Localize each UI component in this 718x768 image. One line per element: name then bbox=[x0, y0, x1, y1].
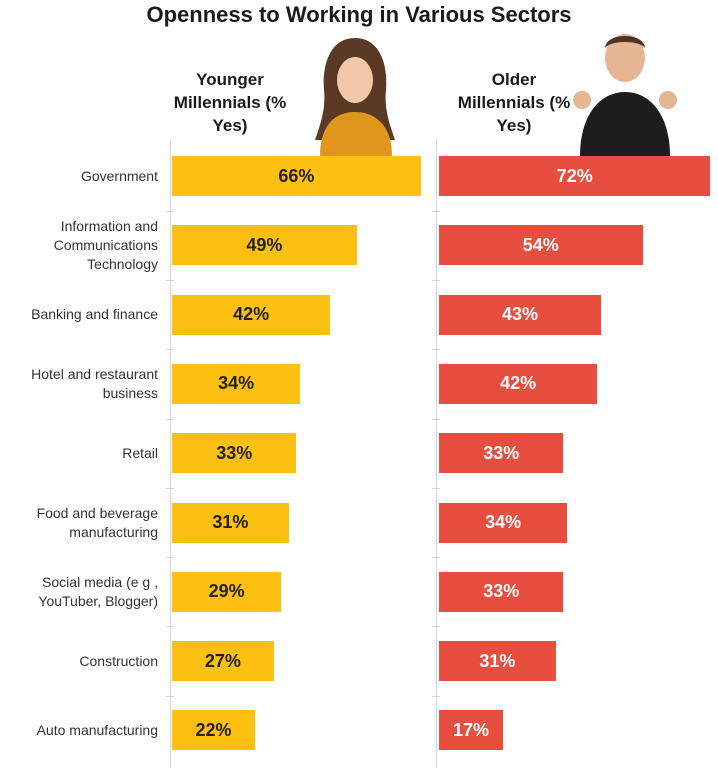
row-tick bbox=[432, 349, 440, 351]
value-label: 31% bbox=[212, 512, 249, 532]
bar: 33% bbox=[439, 571, 564, 612]
value-label: 29% bbox=[208, 581, 245, 602]
value-label: 43% bbox=[502, 304, 539, 325]
legend-older: Older Millennials (% Yes) bbox=[457, 70, 571, 135]
younger-photo bbox=[315, 38, 395, 156]
chart-title: Openness to Working in Various Sectors bbox=[146, 2, 572, 27]
bar: 22% bbox=[172, 710, 255, 751]
bar: 17% bbox=[439, 710, 504, 751]
bar: 72% bbox=[439, 156, 711, 196]
bar: 66% bbox=[172, 156, 421, 196]
bar: 33% bbox=[439, 433, 564, 474]
row-tick bbox=[166, 279, 174, 281]
bar: 54% bbox=[439, 225, 643, 266]
value-label: 34% bbox=[218, 373, 255, 394]
bar: 42% bbox=[172, 294, 331, 335]
value-label: 42% bbox=[500, 373, 537, 394]
bar: 27% bbox=[172, 641, 274, 682]
value-label: 42% bbox=[233, 304, 270, 325]
category-label: Information and Communications Technolog… bbox=[53, 217, 158, 272]
older-photo bbox=[573, 34, 677, 156]
category-label: Food and beverage manufacturing bbox=[36, 504, 158, 540]
category-label: Auto manufacturing bbox=[36, 721, 158, 738]
row-tick bbox=[166, 487, 174, 489]
category-label: Social media (e g , YouTuber, Blogger) bbox=[38, 573, 158, 609]
row-tick bbox=[432, 279, 440, 281]
value-label: 27% bbox=[204, 650, 241, 671]
bar: 33% bbox=[172, 433, 297, 474]
row-tick bbox=[166, 349, 174, 351]
row-tick bbox=[432, 210, 440, 212]
value-label: 33% bbox=[483, 442, 520, 463]
category-label: Hotel and restaurant business bbox=[31, 365, 158, 401]
row-tick bbox=[432, 626, 440, 628]
value-label: 31% bbox=[479, 650, 516, 671]
row-tick bbox=[432, 418, 440, 420]
row-tick bbox=[166, 695, 174, 697]
legend-younger: Younger Millennials (% Yes) bbox=[173, 70, 287, 135]
category-label: Government bbox=[80, 167, 158, 184]
value-label: 49% bbox=[246, 234, 283, 255]
bar: 31% bbox=[172, 502, 289, 543]
bar: 34% bbox=[439, 502, 568, 543]
row-tick bbox=[166, 557, 174, 559]
value-label: 33% bbox=[483, 581, 520, 602]
bar: 42% bbox=[439, 363, 598, 404]
bar: 34% bbox=[172, 363, 301, 404]
category-label: Banking and finance bbox=[31, 306, 158, 323]
row-tick bbox=[432, 695, 440, 697]
value-label: 72% bbox=[556, 165, 593, 186]
bar: 43% bbox=[439, 294, 602, 335]
bar: 29% bbox=[172, 571, 282, 612]
value-label: 22% bbox=[195, 719, 232, 740]
row-tick bbox=[432, 557, 440, 559]
row-tick bbox=[166, 418, 174, 420]
row-tick bbox=[166, 210, 174, 212]
value-label: 17% bbox=[453, 719, 490, 740]
value-label: 66% bbox=[278, 165, 315, 186]
row-tick bbox=[166, 626, 174, 628]
row-tick bbox=[432, 487, 440, 489]
category-label: Construction bbox=[79, 652, 158, 669]
bar: 49% bbox=[172, 225, 357, 266]
value-label: 54% bbox=[522, 234, 559, 255]
category-label: Retail bbox=[122, 444, 158, 461]
separator bbox=[170, 140, 171, 768]
value-label: 33% bbox=[216, 442, 253, 463]
bar: 31% bbox=[439, 641, 556, 682]
value-label: 34% bbox=[485, 512, 522, 532]
separator bbox=[436, 140, 437, 768]
